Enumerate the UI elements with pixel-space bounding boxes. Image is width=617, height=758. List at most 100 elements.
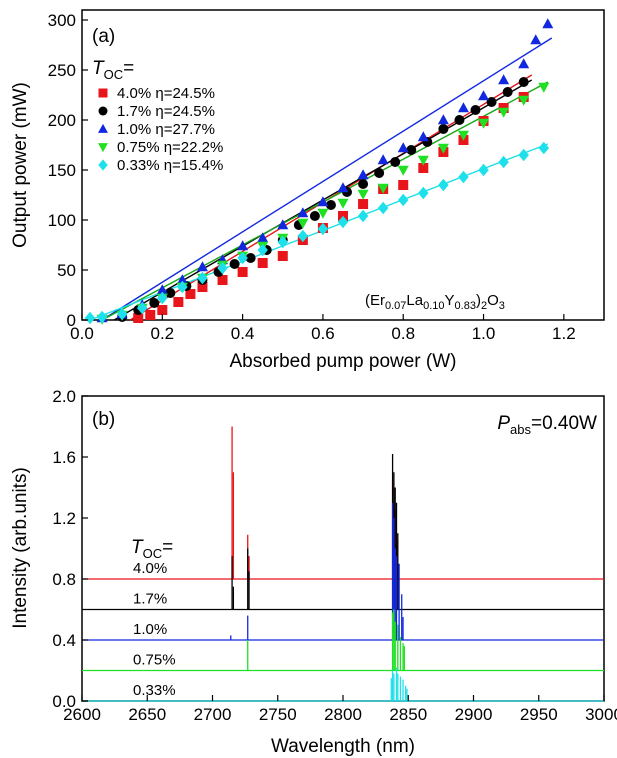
panel-a-xtick-label: 0.4 (231, 324, 255, 343)
panel-b-legend-title: TOC= (131, 537, 173, 561)
panel-a-xtick-label: 1.2 (552, 324, 576, 343)
data-point (177, 280, 188, 294)
panel-a-ytick-label: 150 (48, 161, 76, 180)
panel-a-legend-title: TOC= (92, 58, 134, 82)
legend-marker (98, 106, 108, 116)
data-point (133, 313, 144, 323)
panel-b-xtick-label: 2750 (259, 705, 297, 724)
data-point (397, 165, 409, 176)
data-point (237, 240, 249, 251)
data-point (457, 102, 469, 113)
panel-b-ytick-label: 0.0 (52, 692, 76, 711)
data-point (418, 163, 429, 173)
data-point (297, 229, 309, 243)
panel-b-xtick-label: 2900 (455, 705, 493, 724)
data-point (337, 215, 349, 229)
data-point (257, 258, 268, 268)
panel-a-ytick-label: 300 (48, 11, 76, 30)
legend-marker (98, 88, 108, 98)
data-point (498, 107, 510, 118)
data-point (397, 193, 409, 207)
panel-a-ytick-label: 200 (48, 111, 76, 130)
data-point (438, 178, 449, 192)
data-point (325, 200, 336, 210)
panel-a-ytick-label: 50 (57, 261, 76, 280)
data-point (538, 141, 550, 155)
panel-b-ytick-label: 0.8 (52, 570, 76, 589)
spectrum-label: 1.0% (133, 621, 167, 638)
spectrum-label: 1.7% (133, 591, 167, 608)
panel-b-ytick-label: 1.6 (52, 448, 76, 467)
panel-b-ytick-label: 2.0 (52, 387, 76, 406)
data-point (297, 218, 309, 229)
panel-b-xtick-label: 2850 (389, 705, 427, 724)
data-point (357, 169, 369, 180)
data-point (185, 289, 196, 299)
panel-a-xtick-label: 0.2 (150, 324, 174, 343)
data-point (197, 282, 208, 292)
data-point (196, 261, 208, 272)
legend-marker (98, 159, 108, 171)
data-point (457, 130, 469, 141)
panel-a-xtick-label: 0.8 (391, 324, 415, 343)
data-point (390, 157, 401, 167)
data-point (470, 105, 481, 115)
data-point (478, 90, 490, 101)
data-point (156, 284, 168, 295)
legend-entry: 0.33% η=15.4% (117, 157, 223, 174)
data-point (397, 142, 409, 153)
data-point (498, 74, 510, 85)
panel-a-ylabel: Output power (mW) (10, 82, 31, 248)
spectrum-label: 0.33% (133, 682, 176, 699)
data-point (538, 82, 550, 93)
data-point (518, 58, 530, 69)
data-point (518, 148, 529, 162)
data-point (374, 168, 385, 178)
data-point (176, 274, 188, 285)
panel-a-label: (a) (92, 26, 115, 47)
data-point (317, 222, 329, 236)
panel-a-xtick-label: 1.0 (472, 324, 496, 343)
data-point (257, 232, 269, 243)
panel-b-ytick-label: 0.4 (52, 631, 76, 650)
data-point (173, 297, 184, 307)
data-point (337, 182, 349, 193)
data-point (217, 275, 228, 285)
data-point (257, 243, 268, 257)
data-point (406, 145, 417, 155)
panel-b-xtick-label: 2650 (128, 705, 166, 724)
fit-line (101, 37, 553, 321)
data-point (417, 155, 429, 166)
data-point (145, 310, 156, 320)
data-point (454, 115, 465, 125)
data-point (530, 34, 542, 45)
panel-a-ytick-label: 250 (48, 61, 76, 80)
data-point (417, 131, 429, 142)
data-point (518, 77, 529, 87)
panel-a-xtick-label: 0.0 (70, 324, 94, 343)
data-point (486, 97, 497, 107)
legend-marker (98, 143, 108, 153)
data-point (217, 261, 228, 275)
data-point (116, 307, 128, 321)
legend-entry: 1.0% η=27.7% (117, 121, 215, 138)
compound-formula: (Er0.07La0.10Y0.83)2O3 (365, 292, 505, 312)
data-point (245, 253, 256, 263)
data-point (229, 259, 240, 269)
data-point (309, 211, 320, 221)
data-point (377, 183, 389, 194)
panel-a: 0.0 0.2 0.4 0.6 0.8 1.0 1.2050100150200250300 … (10, 9, 605, 372)
data-point (518, 95, 530, 106)
data-point (358, 179, 369, 189)
panel-b-xlabel: Wavelength (nm) (271, 736, 415, 757)
data-point (437, 143, 449, 154)
panel-b-label: (b) (92, 409, 115, 430)
data-point (377, 154, 389, 165)
data-point (317, 196, 329, 207)
data-point (277, 219, 289, 230)
data-point (157, 305, 168, 315)
panel-b-xtick-label: 2800 (324, 705, 362, 724)
panel-b-ylabel: Intensity (arb.units) (10, 467, 31, 629)
